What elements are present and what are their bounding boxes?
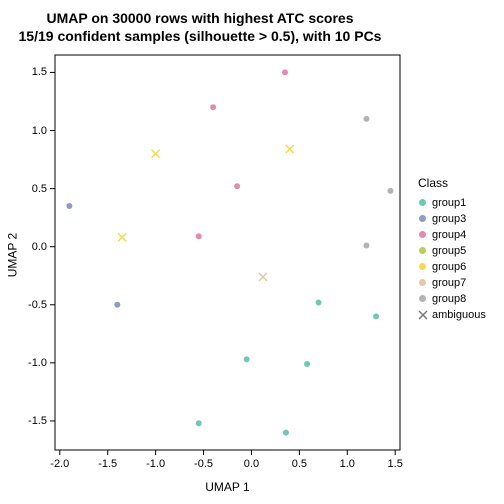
scatter-point [66, 203, 72, 209]
legend-item: group4 [418, 228, 504, 242]
x-tick-label: 1.0 [340, 458, 355, 470]
x-tick-label: -1.5 [98, 458, 117, 470]
dot-icon [418, 198, 428, 208]
x-tick-label: 0.0 [244, 458, 259, 470]
x-tick-label: -2.0 [50, 458, 69, 470]
scatter-point [244, 356, 250, 362]
scatter-point [196, 233, 202, 239]
scatter-point [387, 188, 393, 194]
scatter-point [304, 361, 310, 367]
y-tick-label: -1.5 [17, 415, 47, 427]
dot-icon [418, 214, 428, 224]
y-tick-label: -1.0 [17, 357, 47, 369]
x-tick-label: 0.5 [292, 458, 307, 470]
legend-item-label: group4 [432, 228, 466, 242]
legend-item-label: group5 [432, 244, 466, 258]
legend-item-label: group1 [432, 196, 466, 210]
dot-icon [418, 294, 428, 304]
y-tick-label: 1.0 [17, 125, 47, 137]
scatter-point [363, 116, 369, 122]
scatter-point [363, 243, 369, 249]
legend-item: group1 [418, 196, 504, 210]
y-tick-label: 0.5 [17, 183, 47, 195]
legend-item-label: group6 [432, 260, 466, 274]
scatter-point [210, 104, 216, 110]
scatter-point [234, 183, 240, 189]
x-tick-label: 1.5 [388, 458, 403, 470]
x-tick-label: -1.0 [146, 458, 165, 470]
legend-item: ambiguous [418, 308, 504, 322]
scatter-point [283, 430, 289, 436]
y-tick-label: 0.0 [17, 241, 47, 253]
scatter-point [282, 69, 288, 75]
y-tick-label: 1.5 [17, 66, 47, 78]
legend-item: group7 [418, 276, 504, 290]
legend-item: group3 [418, 212, 504, 226]
legend-item: group5 [418, 244, 504, 258]
dot-icon [418, 278, 428, 288]
scatter-point [316, 299, 322, 305]
legend-item-label: group8 [432, 292, 466, 306]
dot-icon [418, 230, 428, 240]
legend-item-label: group3 [432, 212, 466, 226]
dot-icon [418, 246, 428, 256]
scatter-point [114, 302, 120, 308]
legend-item-label: ambiguous [432, 308, 486, 322]
legend-title: Class [418, 176, 448, 190]
x-axis-label: UMAP 1 [55, 480, 400, 494]
y-tick-label: -0.5 [17, 299, 47, 311]
dot-icon [418, 262, 428, 272]
legend-item: group6 [418, 260, 504, 274]
legend-item: group8 [418, 292, 504, 306]
x-tick-label: -0.5 [194, 458, 213, 470]
legend-item-label: group7 [432, 276, 466, 290]
cross-icon [418, 310, 428, 320]
scatter-point [196, 420, 202, 426]
scatter-point [373, 313, 379, 319]
